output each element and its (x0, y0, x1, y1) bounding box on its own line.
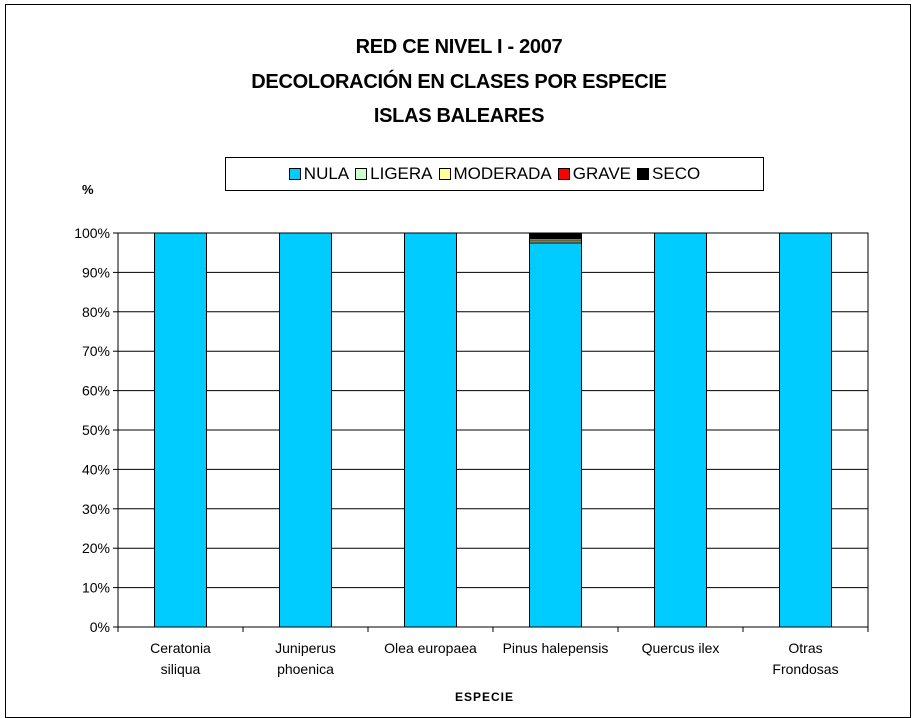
x-tick-label: Pinus halepensis (503, 640, 609, 656)
bar-nula (529, 242, 582, 628)
legend-label: SECO (652, 164, 701, 183)
x-tick-label: Juniperus (275, 640, 336, 656)
x-axis-label: ESPECIE (455, 690, 515, 704)
x-tick-label: siliqua (161, 661, 201, 677)
legend-swatch (288, 168, 301, 180)
bar-nula (279, 232, 332, 628)
legend-label: MODERADA (453, 164, 552, 183)
y-tick-label: 80% (82, 304, 110, 320)
y-tick-label: 70% (82, 343, 110, 359)
legend-item-ligera: LIGERA (355, 164, 433, 184)
bar-nula (154, 232, 207, 628)
bar-nula (779, 232, 832, 628)
legend-swatch (355, 168, 368, 180)
y-tick-label: 30% (82, 501, 110, 517)
y-tick-label: 100% (74, 225, 110, 241)
legend: NULA LIGERA MODERADA GRAVE SECO (225, 157, 764, 191)
x-tick-label: Otras (788, 640, 822, 656)
y-tick-label: 0% (90, 619, 110, 635)
y-tick-label: 60% (82, 383, 110, 399)
chart-title-line-1: RED CE NIVEL I - 2007 (355, 36, 563, 58)
bar-nula (654, 232, 707, 628)
bar-nula (404, 232, 457, 628)
legend-swatch (637, 168, 650, 180)
x-tick-label: Quercus ilex (642, 640, 720, 656)
legend-item-moderada: MODERADA (438, 164, 552, 184)
y-tick-label: 20% (82, 540, 110, 556)
chart-title-line-2: DECOLORACIÓN EN CLASES POR ESPECIE (251, 71, 667, 93)
y-axis-label: % (82, 182, 94, 197)
y-tick-label: 90% (82, 264, 110, 280)
legend-label: GRAVE (572, 164, 632, 183)
legend-label: NULA (303, 164, 350, 183)
legend-swatch (438, 168, 451, 180)
legend-item-grave: GRAVE (557, 164, 632, 184)
bar-seco (529, 232, 582, 240)
legend-item-nula: NULA (288, 164, 350, 184)
y-tick-label: 50% (82, 422, 110, 438)
y-tick-label: 10% (82, 580, 110, 596)
x-tick-label: Frondosas (772, 661, 838, 677)
x-tick-label: Ceratonia (150, 640, 211, 656)
legend-item-seco: SECO (637, 164, 700, 184)
x-tick-label: Olea europaea (384, 640, 477, 656)
y-tick-label: 40% (82, 461, 110, 477)
legend-swatch (557, 168, 570, 180)
x-tick-label: phoenica (277, 661, 334, 677)
legend-label: LIGERA (370, 164, 433, 183)
chart-title-line-3: ISLAS BALEARES (373, 105, 545, 127)
